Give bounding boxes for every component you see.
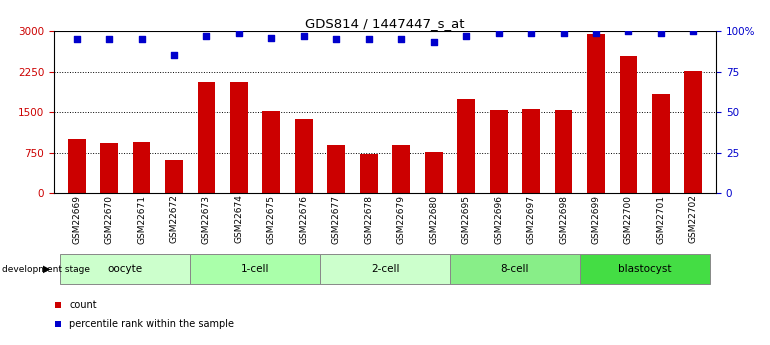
Text: percentile rank within the sample: percentile rank within the sample <box>69 319 234 329</box>
Bar <box>68 139 85 193</box>
Bar <box>457 99 475 193</box>
Point <box>233 30 245 36</box>
Point <box>622 28 634 34</box>
Point <box>590 30 602 36</box>
Bar <box>554 110 572 193</box>
Bar <box>327 145 345 193</box>
Bar <box>587 34 605 193</box>
Point <box>557 30 570 36</box>
Bar <box>490 110 507 193</box>
Point <box>395 37 407 42</box>
Bar <box>580 254 710 284</box>
Text: blastocyst: blastocyst <box>618 264 671 274</box>
Point <box>298 33 310 39</box>
Point <box>654 30 667 36</box>
Point <box>460 33 472 39</box>
Text: ▶: ▶ <box>42 264 50 274</box>
Bar <box>652 94 670 193</box>
Bar <box>295 119 313 193</box>
Bar <box>60 254 190 284</box>
Bar <box>360 154 378 193</box>
Bar <box>100 143 118 193</box>
Bar <box>320 254 450 284</box>
Point <box>265 35 277 40</box>
Point <box>330 37 343 42</box>
Point <box>363 37 375 42</box>
Point <box>200 33 213 39</box>
Text: 8-cell: 8-cell <box>500 264 529 274</box>
Bar <box>685 70 702 193</box>
Text: oocyte: oocyte <box>108 264 143 274</box>
Bar <box>522 109 540 193</box>
Bar <box>190 254 320 284</box>
Point <box>136 37 148 42</box>
Bar <box>165 160 183 193</box>
Point <box>493 30 505 36</box>
Point <box>687 28 699 34</box>
Bar <box>425 151 443 193</box>
Point <box>103 37 116 42</box>
Point <box>525 30 537 36</box>
Text: 2-cell: 2-cell <box>370 264 400 274</box>
Bar <box>450 254 580 284</box>
Text: 1-cell: 1-cell <box>241 264 270 274</box>
Bar <box>263 111 280 193</box>
Point <box>71 37 83 42</box>
Point <box>168 52 180 58</box>
Bar <box>230 82 248 193</box>
Bar <box>392 145 410 193</box>
Bar <box>132 142 150 193</box>
Point <box>427 40 440 45</box>
Bar <box>620 57 638 193</box>
Bar <box>198 82 216 193</box>
Text: count: count <box>69 300 97 310</box>
Title: GDS814 / 1447447_s_at: GDS814 / 1447447_s_at <box>305 17 465 30</box>
Text: development stage: development stage <box>2 265 89 274</box>
